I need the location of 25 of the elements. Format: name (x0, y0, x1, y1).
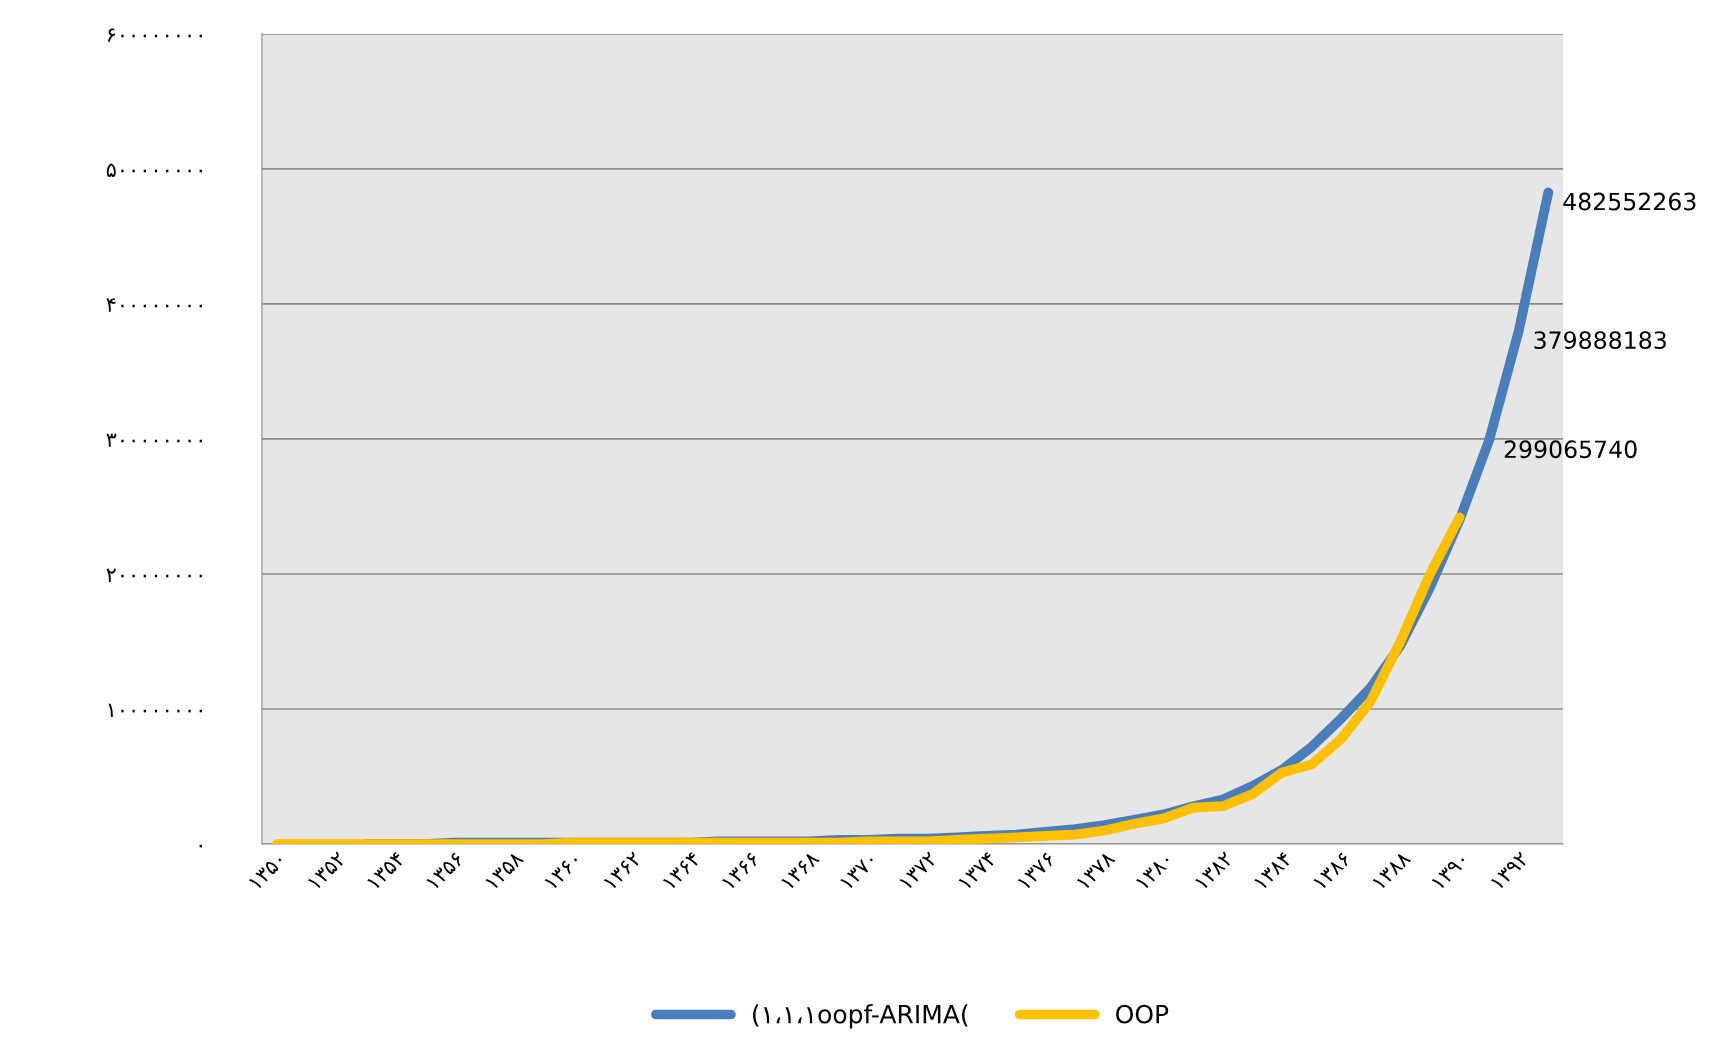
legend-label: OOP (1116, 1004, 1169, 1024)
x-tick-label: ۱۳۷۶ (1017, 852, 1056, 890)
x-tick-label: ۱۳۶۶ (721, 852, 760, 890)
y-tick-label: ۵۰۰۰۰۰۰۰۰ (106, 163, 202, 177)
data-label: 299065740 (1504, 440, 1637, 459)
y-tick-label: ۳۰۰۰۰۰۰۰۰ (106, 433, 202, 447)
x-tick-label: ۱۳۷۸ (1076, 851, 1116, 890)
x-tick-label: ۱۳۶۸ (781, 851, 820, 890)
x-tick-label: ۱۳۹۰ (1431, 853, 1468, 890)
y-tick-label: ۴۰۰۰۰۰۰۰۰ (106, 298, 202, 312)
x-tick-label: ۱۳۸۸ (1372, 851, 1412, 890)
y-tick-label: ۶۰۰۰۰۰۰۰۰ (107, 28, 202, 42)
x-tick-label: ۱۳۶۰ (544, 853, 581, 890)
y-tick-label: ۰ (199, 844, 202, 848)
x-tick-label: ۱۳۷۰ (840, 853, 877, 890)
x-tick-label: ۱۳۵۶ (426, 851, 465, 890)
data-label: 379888183 (1534, 331, 1666, 350)
x-tick-label: ۱۳۵۸ (485, 851, 525, 890)
y-tick-label: ۱۰۰۰۰۰۰۰۰ (108, 703, 202, 717)
data-label: 482552263 (1563, 192, 1696, 211)
y-tick-label: ۲۰۰۰۰۰۰۰۰ (106, 568, 202, 582)
x-tick-label: ۱۳۵۰ (248, 853, 285, 890)
x-tick-label: ۱۳۸۰ (1136, 853, 1172, 890)
x-tick-label: ۱۳۸۶ (1313, 852, 1352, 890)
legend-label: (۱،۱،۱oopf-ARIMA( (753, 1004, 968, 1029)
